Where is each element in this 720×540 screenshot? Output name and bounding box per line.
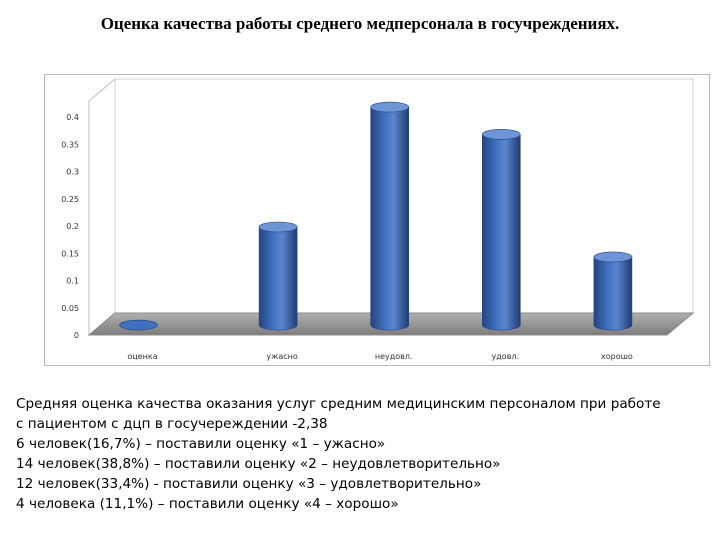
y-tick-label: 0.1 xyxy=(66,277,79,286)
summary-line: с пациентом с дцп в госучереждении -2,38 xyxy=(16,416,328,432)
summary-text: Средняя оценка качества оказания услуг с… xyxy=(16,394,706,514)
bar-body xyxy=(258,226,298,331)
bar-3 xyxy=(481,129,521,331)
bar-top xyxy=(481,129,521,140)
x-tick-label: оценка xyxy=(127,352,157,361)
x-axis-ticks: оценка ужасно неудовл. удовл. хорошо xyxy=(127,352,633,361)
bar-chart: 0 0.05 0.1 0.15 0.2 0.25 0.3 0.35 0.4 оценка ужас… xyxy=(61,77,695,361)
y-tick-label: 0.4 xyxy=(66,113,79,122)
summary-line: 12 человек(33,4%) - поставили оценку «3 … xyxy=(16,476,482,492)
bar-top xyxy=(119,319,158,331)
y-tick-label: 0.05 xyxy=(61,304,79,313)
x-tick-label: удовл. xyxy=(492,352,520,361)
x-tick-label: неудовл. xyxy=(375,352,413,361)
bar-body xyxy=(370,106,409,331)
bar-0 xyxy=(119,319,158,331)
y-tick-label: 0.35 xyxy=(61,140,79,149)
bar-top xyxy=(370,101,410,113)
x-tick-label: хорошо xyxy=(601,352,633,361)
bar-2 xyxy=(370,101,410,331)
summary-line: Средняя оценка качества оказания услуг с… xyxy=(16,396,661,412)
y-tick-label: 0.25 xyxy=(61,195,79,204)
bar-top xyxy=(593,251,633,263)
bar-body xyxy=(482,134,521,331)
summary-line: 4 человека (11,1%) – поставили оценку «4… xyxy=(16,496,399,512)
x-tick-label: ужасно xyxy=(266,352,297,361)
summary-line: 6 человек(16,7%) – поставили оценку «1 –… xyxy=(16,436,386,452)
chart-panel: 0 0.05 0.1 0.15 0.2 0.25 0.3 0.35 0.4 оценка ужас… xyxy=(44,74,710,366)
y-tick-label: 0.3 xyxy=(66,168,79,177)
bar-4 xyxy=(593,251,633,331)
page-title: Оценка качества работы среднего медперсо… xyxy=(100,14,620,33)
y-tick-label: 0 xyxy=(74,331,79,340)
chart-bars xyxy=(119,101,633,331)
bar-1 xyxy=(258,221,298,331)
bar-body xyxy=(593,256,633,331)
y-tick-label: 0.15 xyxy=(61,249,79,258)
y-tick-label: 0.2 xyxy=(66,222,79,231)
summary-line: 14 человек(38,8%) – поставили оценку «2 … xyxy=(16,456,501,472)
y-axis-ticks: 0 0.05 0.1 0.15 0.2 0.25 0.3 0.35 0.4 xyxy=(61,113,79,340)
bar-top xyxy=(258,221,298,233)
chart-side-wall xyxy=(88,77,116,337)
